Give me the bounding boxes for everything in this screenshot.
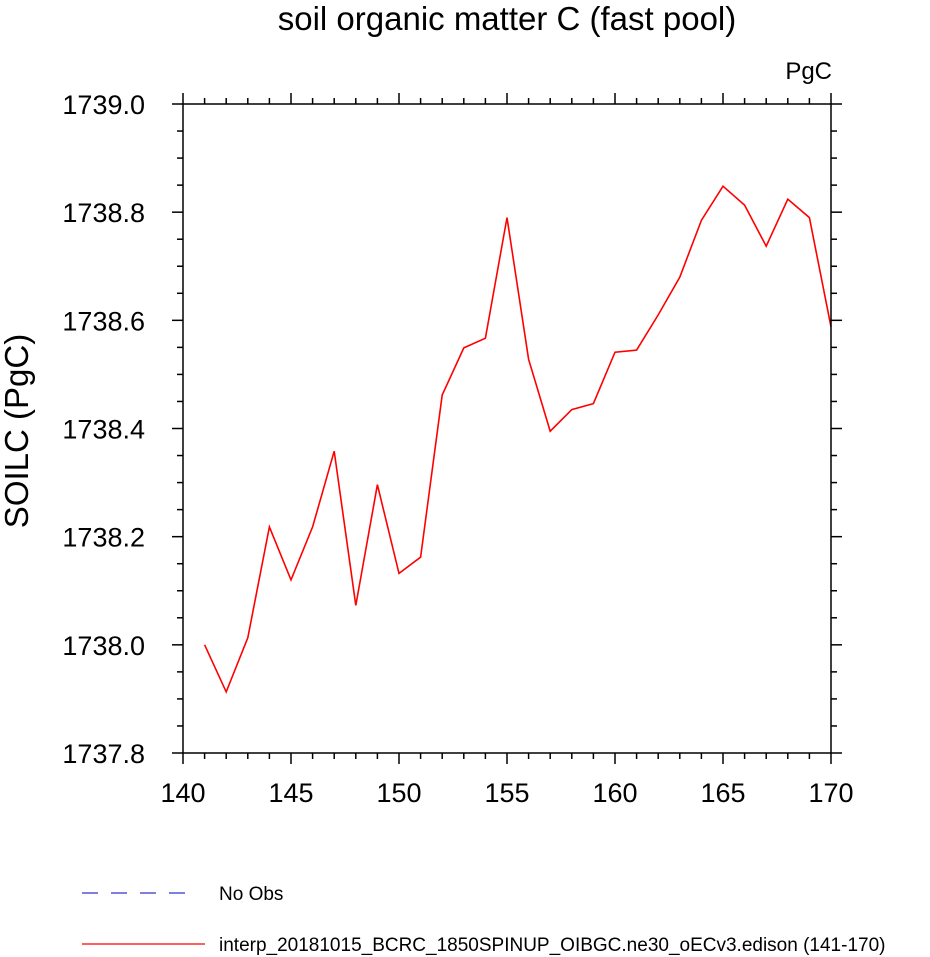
units-label: PgC <box>785 58 832 85</box>
tick-labels: 140 145 150 155 160 165 170 1737.8 1738.0 1738.2 1… <box>62 90 853 808</box>
y-tick-label: 1739.0 <box>62 90 145 120</box>
y-tick-label: 1738.6 <box>62 306 145 336</box>
x-tick-label: 140 <box>160 778 205 808</box>
chart-title: soil organic matter C (fast pool) <box>278 0 737 37</box>
x-tick-label: 170 <box>808 778 853 808</box>
x-tick-label: 155 <box>484 778 529 808</box>
y-tick-label: 1738.0 <box>62 631 145 661</box>
y-tick-label: 1738.4 <box>62 415 145 445</box>
x-tick-label: 145 <box>268 778 313 808</box>
series-line-0 <box>203 184 832 694</box>
legend: No Obs interp_20181015_BCRC_1850SPINUP_O… <box>82 884 885 956</box>
y-tick-label: 1737.8 <box>62 739 145 769</box>
y-tick-label: 1738.2 <box>62 523 145 553</box>
x-tick-label: 150 <box>376 778 421 808</box>
plot-frame <box>182 103 832 754</box>
legend-label-model: interp_20181015_BCRC_1850SPINUP_OIBGC.ne… <box>219 935 885 956</box>
x-tick-label: 160 <box>592 778 637 808</box>
legend-label-no-obs: No Obs <box>219 884 283 905</box>
plot-series <box>203 184 832 694</box>
x-tick-label: 165 <box>700 778 745 808</box>
tick-marks <box>172 93 842 764</box>
y-axis-label: SOILC (PgC) <box>0 334 35 528</box>
y-tick-label: 1738.8 <box>62 198 145 228</box>
